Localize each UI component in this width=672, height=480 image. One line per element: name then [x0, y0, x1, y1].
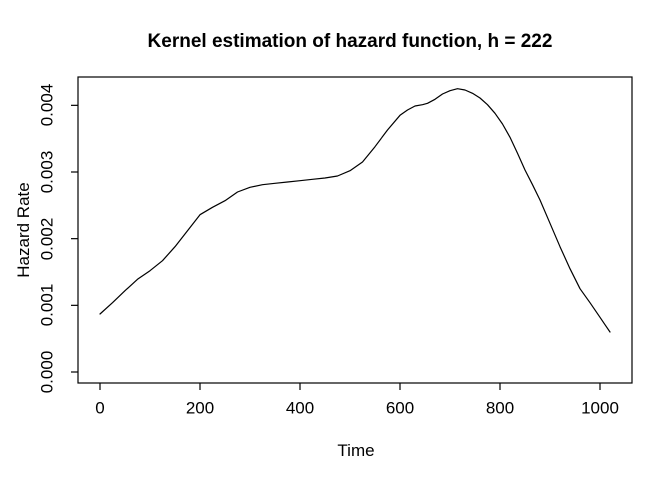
- x-axis-title: Time: [337, 441, 375, 460]
- hazard-curve: [99, 88, 611, 333]
- y-tick-label-0002: 0.002: [37, 217, 57, 260]
- x-tick-label-0: 0: [95, 398, 105, 418]
- x-tick-label-600: 600: [385, 398, 415, 418]
- y-tick-label-0004: 0.004: [37, 84, 57, 127]
- y-tick-label-0001: 0.001: [37, 284, 57, 327]
- x-tick-label-800: 800: [485, 398, 515, 418]
- x-tick-label-200: 200: [185, 398, 215, 418]
- axis-tick-marks: [71, 104, 601, 390]
- x-tick-label-1000: 1000: [581, 398, 619, 418]
- x-tick-label-400: 400: [285, 398, 315, 418]
- y-tick-label-0003: 0.003: [37, 150, 57, 194]
- chart-title: Kernel estimation of hazard function, h …: [147, 31, 553, 52]
- y-tick-label-0000: 0.000: [37, 350, 57, 394]
- y-axis-title: Hazard Rate: [14, 182, 33, 278]
- plot-box-border: [77, 76, 633, 384]
